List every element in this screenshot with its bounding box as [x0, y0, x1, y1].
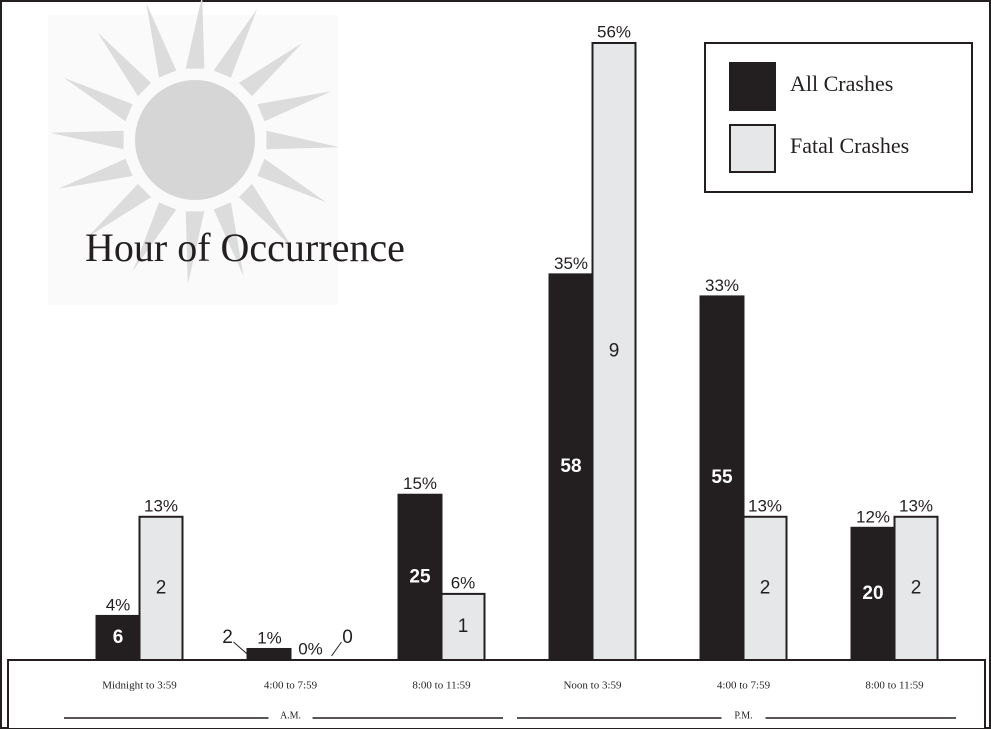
value-label: 13% [144, 496, 178, 515]
count-label: 9 [609, 341, 620, 362]
value-label: 15% [403, 474, 437, 493]
count-label: 2 [156, 577, 167, 598]
count-label: 20 [862, 583, 883, 604]
value-label: 12% [856, 507, 890, 526]
legend-swatch [730, 63, 775, 110]
legend-label: Fatal Crashes [790, 133, 909, 158]
legend-swatch [730, 125, 775, 172]
x-tick-label: 4:00 to 7:59 [264, 680, 318, 692]
chart-title: Hour of Occurrence [85, 225, 405, 270]
count-label: 58 [560, 456, 581, 477]
count-label: 6 [113, 627, 124, 648]
value-label: 0% [298, 639, 323, 658]
value-label: 35% [554, 254, 588, 273]
count-label: 2 [911, 577, 922, 598]
count-label: 25 [409, 566, 431, 587]
group-label: P.M. [734, 710, 752, 721]
chart: Hour of Occurrence Midnight to 3:594%613… [0, 0, 991, 729]
x-tick-label: Midnight to 3:59 [102, 680, 177, 692]
x-tick-label: 4:00 to 7:59 [717, 680, 771, 692]
value-label: 13% [748, 496, 782, 515]
x-tick-label: Noon to 3:59 [563, 680, 622, 692]
value-label: 13% [899, 496, 933, 515]
value-label: 56% [597, 22, 631, 41]
legend-label: All Crashes [790, 71, 893, 96]
count-label: 55 [711, 467, 733, 488]
sun-disc [135, 80, 255, 200]
page: Hour of Occurrence Midnight to 3:594%613… [0, 0, 991, 729]
count-label: 2 [760, 577, 771, 598]
x-tick-label: 8:00 to 11:59 [412, 680, 471, 692]
count-label: 0 [342, 627, 353, 648]
bar [248, 649, 291, 660]
value-label: 4% [106, 595, 131, 614]
value-label: 1% [257, 628, 282, 647]
count-label: 2 [222, 627, 233, 648]
x-tick-label: 8:00 to 11:59 [865, 680, 924, 692]
value-label: 6% [451, 573, 476, 592]
group-label: A.M. [280, 710, 301, 721]
value-label: 33% [705, 276, 739, 295]
count-label: 1 [458, 616, 469, 637]
